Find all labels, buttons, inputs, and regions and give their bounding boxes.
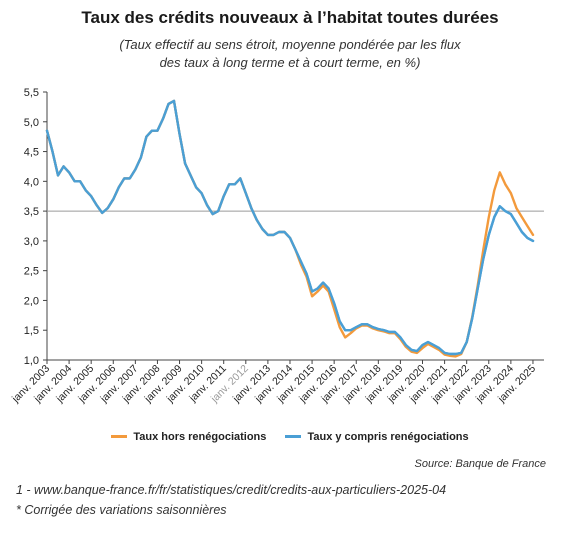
- legend-item-y-compris-renegociations: Taux y compris renégociations: [285, 431, 469, 443]
- legend-item-hors-renegociations: Taux hors renégociations: [111, 431, 266, 443]
- chart-source: Source: Banque de France: [414, 458, 546, 470]
- y-tick-label: 1,0: [24, 355, 39, 367]
- chart-subtitle: (Taux effectif au sens étroit, moyenne p…: [0, 36, 580, 72]
- series-line-0: [45, 99, 535, 356]
- legend-swatch-blue: [285, 434, 302, 438]
- y-tick-label: 2,0: [24, 295, 39, 307]
- chart-title: Taux des crédits nouveaux à l’habitat to…: [81, 8, 499, 27]
- y-tick-label: 2,5: [24, 266, 39, 278]
- y-tick-label: 5,0: [24, 117, 39, 129]
- y-tick-label: 1,5: [24, 325, 39, 337]
- footnote-seasonal: * Corrigée des variations saisonnières: [16, 503, 227, 517]
- series-line-1: [45, 99, 535, 358]
- y-tick-label: 4,5: [24, 147, 39, 159]
- legend-label: Taux hors renégociations: [133, 431, 267, 443]
- series-line-overlay: [45, 99, 535, 356]
- legend-label: Taux y compris renégociations: [307, 431, 469, 443]
- legend-swatch-orange: [111, 434, 128, 438]
- y-tick-label: 3,5: [24, 206, 39, 218]
- y-tick-label: 5,5: [24, 87, 39, 99]
- y-tick-label: 3,0: [24, 236, 39, 248]
- footnote-url: 1 - www.banque-france.fr/fr/statistiques…: [16, 483, 447, 497]
- chart-subtitle-line-1: (Taux effectif au sens étroit, moyenne p…: [119, 37, 461, 52]
- chart-subtitle-line-2: des taux à long terme et à court terme, …: [159, 55, 421, 70]
- chart-legend: Taux hors renégociations Taux y compris …: [0, 431, 580, 443]
- y-tick-label: 4,0: [24, 176, 39, 188]
